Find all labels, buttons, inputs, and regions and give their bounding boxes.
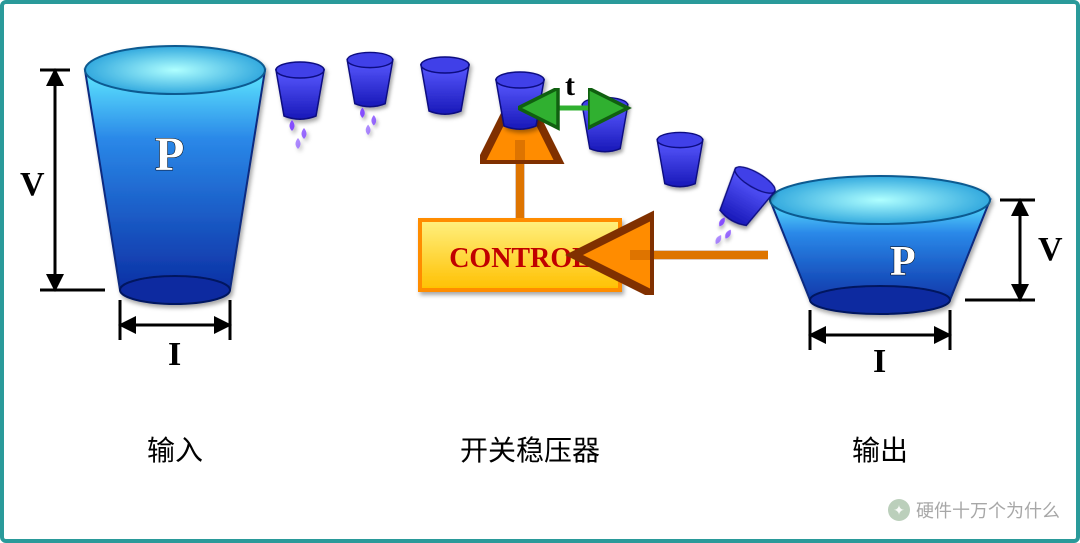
input-bucket: P <box>85 46 265 304</box>
input-V-label: V <box>20 166 45 203</box>
caption-switching: 开关稳压器 <box>460 435 600 466</box>
input-dim-I: I <box>120 300 230 373</box>
small-bucket <box>276 62 324 149</box>
t-label: t <box>565 69 575 102</box>
small-bucket <box>347 52 393 135</box>
control-box: CONTROL <box>420 220 620 290</box>
small-bucket <box>496 72 544 129</box>
wechat-icon: ✦ <box>888 499 910 521</box>
output-I-label: I <box>873 343 886 380</box>
watermark-text: 硬件十万个为什么 <box>916 497 1060 523</box>
watermark: ✦ 硬件十万个为什么 <box>888 497 1060 523</box>
small-bucket <box>698 162 779 256</box>
small-bucket <box>657 132 703 186</box>
caption-input: 输入 <box>147 435 203 466</box>
small-bucket <box>421 57 469 114</box>
diagram-canvas: P V I P V I CONTROL <box>0 0 1080 543</box>
output-P-label: P <box>890 239 916 285</box>
control-label: CONTROL <box>449 243 591 274</box>
output-bucket: P <box>770 176 990 314</box>
output-V-label: V <box>1038 231 1063 268</box>
caption-output: 输出 <box>852 435 908 466</box>
input-I-label: I <box>168 336 181 373</box>
input-P-label: P <box>155 128 184 181</box>
output-dim-I: I <box>810 310 950 380</box>
